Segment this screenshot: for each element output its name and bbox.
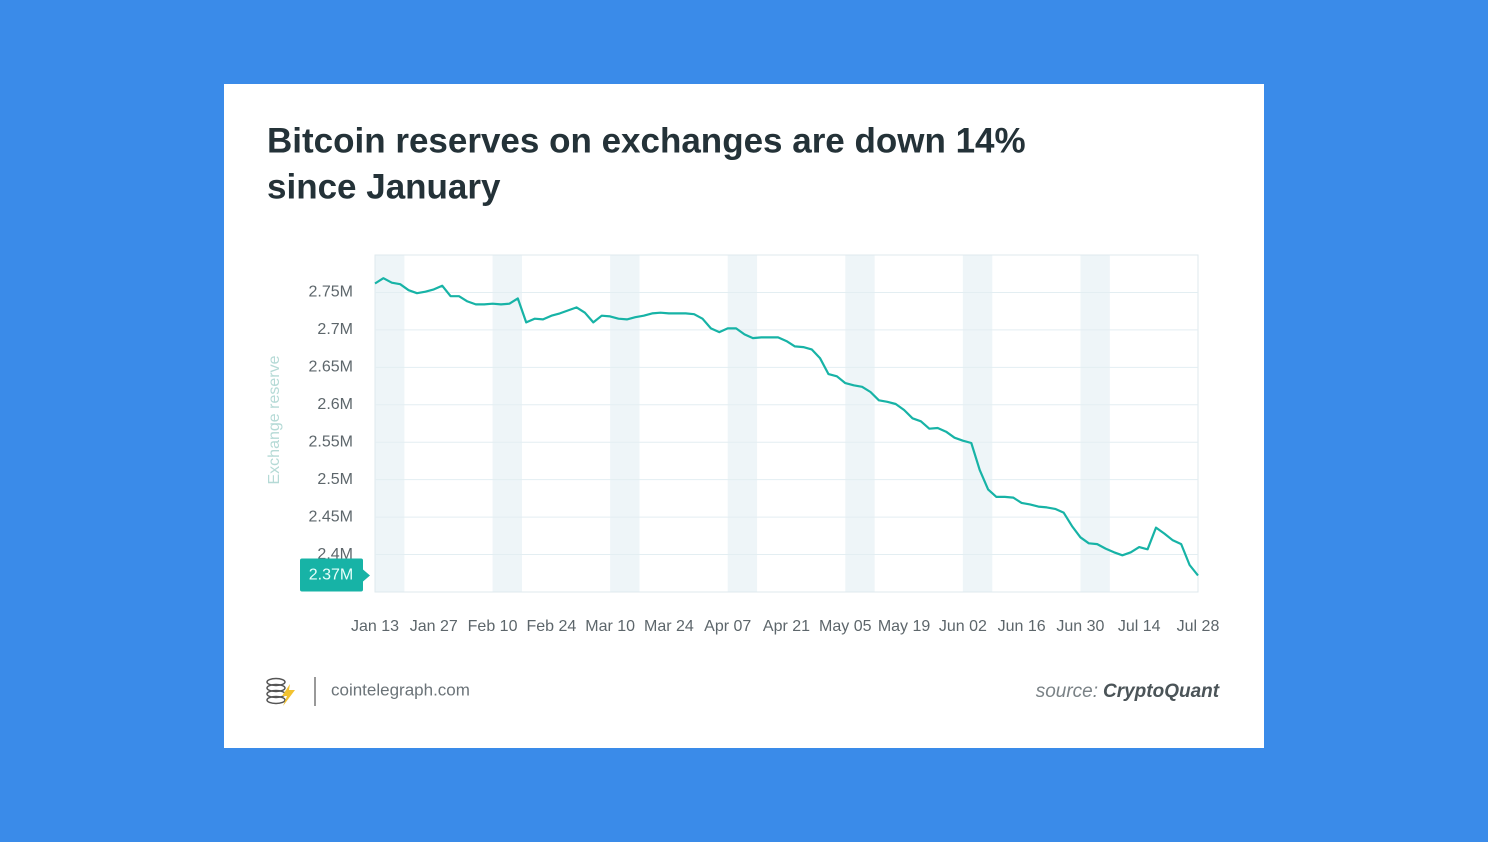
x-tick-label: Jun 30 bbox=[1056, 618, 1104, 635]
source-prefix: source: bbox=[1036, 681, 1098, 702]
x-tick-label: Apr 21 bbox=[763, 618, 810, 635]
callout-arrow bbox=[363, 569, 370, 582]
x-tick-label: Jul 28 bbox=[1177, 618, 1220, 635]
y-tick-label: 2.5M bbox=[317, 471, 353, 488]
value-label: 2.37M bbox=[309, 567, 353, 584]
y-tick-label: 2.6M bbox=[317, 396, 353, 413]
y-tick-label: 2.45M bbox=[309, 508, 353, 525]
x-tick-label: Mar 10 bbox=[585, 618, 635, 635]
stripe bbox=[492, 255, 522, 592]
plot-frame bbox=[374, 254, 1199, 593]
source: CryptoQuant bbox=[1103, 681, 1220, 702]
x-tick-label: Mar 24 bbox=[644, 618, 694, 635]
x-tick-label: Feb 24 bbox=[526, 618, 576, 635]
chart-title: since January bbox=[267, 167, 501, 206]
x-tick-label: May 05 bbox=[819, 618, 872, 635]
callout-box bbox=[300, 558, 363, 592]
plot-area: 2.4M2.45M2.5M2.55M2.6M2.65M2.7M2.75MJan … bbox=[300, 254, 1220, 635]
value-callout: 2.37M bbox=[300, 558, 370, 592]
x-tick-label: Apr 07 bbox=[704, 618, 751, 635]
stripe bbox=[610, 255, 640, 592]
x-tick-label: Jan 13 bbox=[351, 618, 399, 635]
stripe bbox=[1080, 255, 1110, 592]
logo bbox=[266, 677, 295, 706]
x-tick-label: Jan 27 bbox=[410, 618, 458, 635]
y-tick-label: 2.7M bbox=[317, 321, 353, 338]
site-name: cointelegraph.com bbox=[331, 680, 470, 699]
y-tick-label: 2.75M bbox=[309, 284, 353, 301]
x-tick-label: Jul 14 bbox=[1118, 618, 1161, 635]
y-tick-label: 2.55M bbox=[309, 433, 353, 450]
x-tick-label: Feb 10 bbox=[468, 618, 518, 635]
chart-title: Bitcoin reserves on exchanges are down 1… bbox=[267, 121, 1026, 160]
y-tick-label: 2.65M bbox=[309, 359, 353, 376]
x-tick-label: May 19 bbox=[878, 618, 931, 635]
stripe bbox=[845, 255, 875, 592]
stripe bbox=[962, 255, 993, 592]
stripe bbox=[727, 255, 758, 592]
stripe bbox=[375, 255, 405, 592]
y-axis-label: Exchange reserve bbox=[266, 355, 283, 484]
x-tick-label: Jun 16 bbox=[998, 618, 1046, 635]
data-line bbox=[374, 277, 1199, 577]
x-tick-label: Jun 02 bbox=[939, 618, 987, 635]
